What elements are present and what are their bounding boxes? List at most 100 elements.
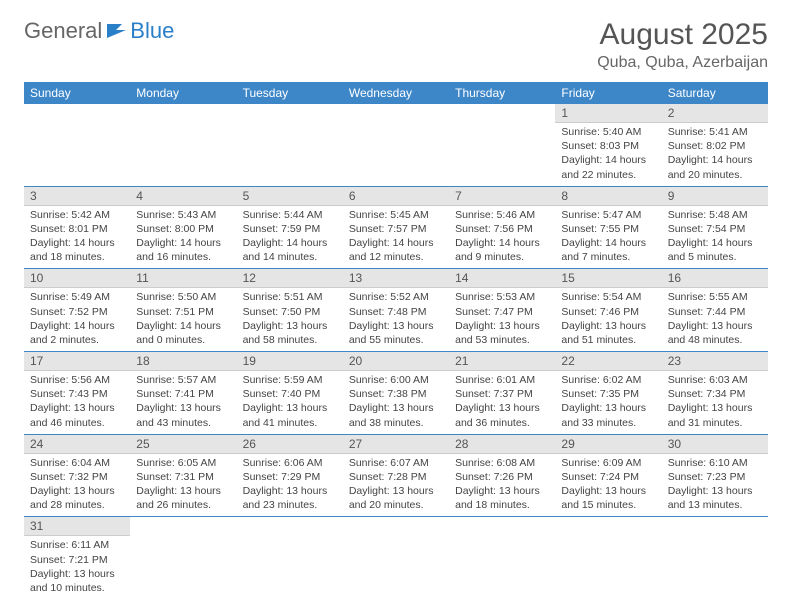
day-header: Sunday [24,82,130,104]
day-number: 9 [662,187,768,206]
sunset-text: Sunset: 7:59 PM [243,222,337,236]
calendar-cell [449,104,555,186]
day-number: 25 [130,435,236,454]
calendar-cell: 14Sunrise: 5:53 AMSunset: 7:47 PMDayligh… [449,269,555,352]
daylight-text: Daylight: 13 hours and 33 minutes. [561,401,655,429]
sunrise-text: Sunrise: 5:57 AM [136,373,230,387]
day-number: 16 [662,269,768,288]
day-details: Sunrise: 6:05 AMSunset: 7:31 PMDaylight:… [130,454,236,517]
calendar-cell: 19Sunrise: 5:59 AMSunset: 7:40 PMDayligh… [237,352,343,435]
sunrise-text: Sunrise: 6:04 AM [30,456,124,470]
day-number: 31 [24,517,130,536]
day-details: Sunrise: 5:44 AMSunset: 7:59 PMDaylight:… [237,206,343,269]
calendar-cell: 15Sunrise: 5:54 AMSunset: 7:46 PMDayligh… [555,269,661,352]
calendar-cell [449,517,555,599]
calendar-cell [555,517,661,599]
calendar-cell: 11Sunrise: 5:50 AMSunset: 7:51 PMDayligh… [130,269,236,352]
daylight-text: Daylight: 13 hours and 31 minutes. [668,401,762,429]
calendar-cell: 17Sunrise: 5:56 AMSunset: 7:43 PMDayligh… [24,352,130,435]
daylight-text: Daylight: 13 hours and 48 minutes. [668,319,762,347]
day-number: 7 [449,187,555,206]
sunset-text: Sunset: 7:24 PM [561,470,655,484]
daylight-text: Daylight: 14 hours and 2 minutes. [30,319,124,347]
daylight-text: Daylight: 14 hours and 22 minutes. [561,153,655,181]
sunrise-text: Sunrise: 6:02 AM [561,373,655,387]
logo-text-1: General [24,18,102,44]
calendar-header-row: SundayMondayTuesdayWednesdayThursdayFrid… [24,82,768,104]
sunset-text: Sunset: 7:28 PM [349,470,443,484]
daylight-text: Daylight: 13 hours and 36 minutes. [455,401,549,429]
day-number: 12 [237,269,343,288]
day-details: Sunrise: 5:54 AMSunset: 7:46 PMDaylight:… [555,288,661,351]
sunset-text: Sunset: 7:31 PM [136,470,230,484]
calendar-cell: 5Sunrise: 5:44 AMSunset: 7:59 PMDaylight… [237,186,343,269]
day-details: Sunrise: 5:41 AMSunset: 8:02 PMDaylight:… [662,123,768,186]
day-number: 2 [662,104,768,123]
day-details: Sunrise: 5:46 AMSunset: 7:56 PMDaylight:… [449,206,555,269]
day-number: 22 [555,352,661,371]
sunrise-text: Sunrise: 6:10 AM [668,456,762,470]
sunrise-text: Sunrise: 6:01 AM [455,373,549,387]
day-number: 27 [343,435,449,454]
logo-text-2: Blue [130,18,174,44]
day-number: 14 [449,269,555,288]
sunset-text: Sunset: 7:34 PM [668,387,762,401]
logo-flag-icon [106,22,128,40]
day-details: Sunrise: 6:08 AMSunset: 7:26 PMDaylight:… [449,454,555,517]
calendar-cell: 7Sunrise: 5:46 AMSunset: 7:56 PMDaylight… [449,186,555,269]
page-header: General Blue August 2025 Quba, Quba, Aze… [24,18,768,72]
day-details: Sunrise: 5:55 AMSunset: 7:44 PMDaylight:… [662,288,768,351]
sunset-text: Sunset: 7:40 PM [243,387,337,401]
calendar-week-row: 17Sunrise: 5:56 AMSunset: 7:43 PMDayligh… [24,352,768,435]
sunset-text: Sunset: 7:48 PM [349,305,443,319]
daylight-text: Daylight: 13 hours and 53 minutes. [455,319,549,347]
day-details: Sunrise: 6:04 AMSunset: 7:32 PMDaylight:… [24,454,130,517]
daylight-text: Daylight: 13 hours and 58 minutes. [243,319,337,347]
day-details: Sunrise: 6:00 AMSunset: 7:38 PMDaylight:… [343,371,449,434]
calendar-week-row: 24Sunrise: 6:04 AMSunset: 7:32 PMDayligh… [24,434,768,517]
calendar-cell: 24Sunrise: 6:04 AMSunset: 7:32 PMDayligh… [24,434,130,517]
sunrise-text: Sunrise: 5:42 AM [30,208,124,222]
sunrise-text: Sunrise: 5:47 AM [561,208,655,222]
day-number: 24 [24,435,130,454]
day-details: Sunrise: 5:45 AMSunset: 7:57 PMDaylight:… [343,206,449,269]
sunrise-text: Sunrise: 5:49 AM [30,290,124,304]
sunset-text: Sunset: 7:38 PM [349,387,443,401]
calendar-cell: 20Sunrise: 6:00 AMSunset: 7:38 PMDayligh… [343,352,449,435]
day-details: Sunrise: 6:02 AMSunset: 7:35 PMDaylight:… [555,371,661,434]
sunset-text: Sunset: 7:56 PM [455,222,549,236]
daylight-text: Daylight: 13 hours and 15 minutes. [561,484,655,512]
calendar-cell [237,104,343,186]
sunrise-text: Sunrise: 6:06 AM [243,456,337,470]
day-number: 21 [449,352,555,371]
day-details: Sunrise: 6:10 AMSunset: 7:23 PMDaylight:… [662,454,768,517]
sunrise-text: Sunrise: 6:05 AM [136,456,230,470]
daylight-text: Daylight: 14 hours and 14 minutes. [243,236,337,264]
sunrise-text: Sunrise: 5:54 AM [561,290,655,304]
day-header: Thursday [449,82,555,104]
day-number: 15 [555,269,661,288]
sunset-text: Sunset: 8:01 PM [30,222,124,236]
day-details: Sunrise: 5:52 AMSunset: 7:48 PMDaylight:… [343,288,449,351]
calendar-cell: 23Sunrise: 6:03 AMSunset: 7:34 PMDayligh… [662,352,768,435]
sunset-text: Sunset: 7:26 PM [455,470,549,484]
sunrise-text: Sunrise: 5:55 AM [668,290,762,304]
day-details: Sunrise: 6:09 AMSunset: 7:24 PMDaylight:… [555,454,661,517]
day-number: 11 [130,269,236,288]
calendar-cell: 8Sunrise: 5:47 AMSunset: 7:55 PMDaylight… [555,186,661,269]
day-details: Sunrise: 5:56 AMSunset: 7:43 PMDaylight:… [24,371,130,434]
calendar-cell [343,104,449,186]
sunset-text: Sunset: 7:47 PM [455,305,549,319]
daylight-text: Daylight: 14 hours and 5 minutes. [668,236,762,264]
calendar-week-row: 10Sunrise: 5:49 AMSunset: 7:52 PMDayligh… [24,269,768,352]
calendar-cell: 16Sunrise: 5:55 AMSunset: 7:44 PMDayligh… [662,269,768,352]
calendar-cell: 10Sunrise: 5:49 AMSunset: 7:52 PMDayligh… [24,269,130,352]
day-details: Sunrise: 6:06 AMSunset: 7:29 PMDaylight:… [237,454,343,517]
sunset-text: Sunset: 7:54 PM [668,222,762,236]
day-number: 10 [24,269,130,288]
day-number: 13 [343,269,449,288]
calendar-cell: 6Sunrise: 5:45 AMSunset: 7:57 PMDaylight… [343,186,449,269]
sunset-text: Sunset: 7:43 PM [30,387,124,401]
daylight-text: Daylight: 13 hours and 26 minutes. [136,484,230,512]
day-number: 5 [237,187,343,206]
